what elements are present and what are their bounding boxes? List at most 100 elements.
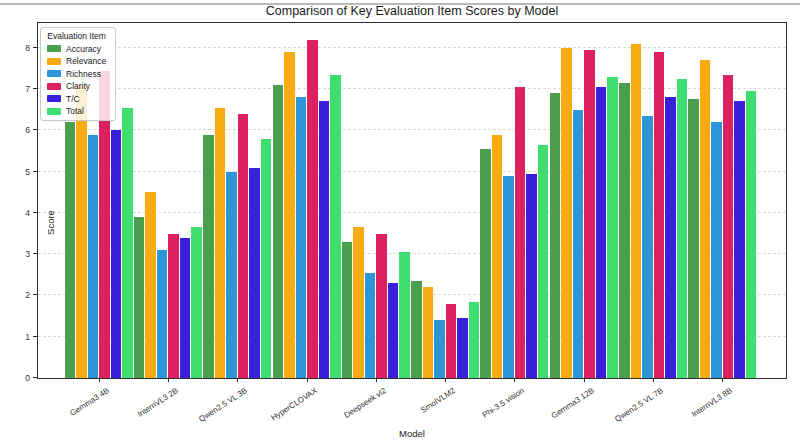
bar-richness	[573, 110, 584, 378]
bar-t-c	[180, 238, 191, 378]
x-tick-mark	[376, 379, 377, 382]
bar-t-c	[526, 174, 537, 378]
bar-accuracy	[550, 93, 561, 378]
legend-item-label: Relevance	[66, 56, 106, 66]
bar-accuracy	[203, 135, 214, 379]
legend-swatch	[47, 83, 61, 90]
x-tick-label: Qwen2.5 VL 7B	[613, 386, 665, 424]
bar-total	[538, 145, 549, 378]
legend-items: Accuracy Relevance Richness Clarity T/C Total	[47, 44, 106, 117]
bar-group	[618, 23, 687, 378]
x-tick-mark	[584, 379, 585, 382]
bar-accuracy	[411, 281, 422, 378]
legend-item: Accuracy	[47, 44, 106, 54]
bar-accuracy	[480, 149, 491, 378]
bar-relevance	[700, 60, 711, 378]
bar-clarity	[515, 87, 526, 378]
bar-clarity	[654, 52, 665, 378]
legend-swatch	[47, 45, 61, 52]
x-tick-label: Gemma3 4B	[68, 386, 111, 418]
legend-swatch	[47, 108, 61, 115]
bar-accuracy	[342, 242, 353, 378]
y-axis-label: Score	[45, 153, 56, 293]
bar-t-c	[596, 87, 607, 378]
y-tick-mark	[33, 88, 37, 89]
x-tick-mark	[237, 379, 238, 382]
bar-total	[677, 79, 688, 378]
y-tick-label: 7	[14, 84, 30, 94]
legend-swatch	[47, 95, 61, 102]
legend-swatch	[47, 58, 61, 65]
x-tick-label: InternVL3 2B	[136, 386, 180, 419]
x-tick-label: Gemma3 12B	[549, 386, 595, 420]
x-tick-mark	[653, 379, 654, 382]
bar-richness	[296, 97, 307, 378]
bar-total	[261, 139, 272, 378]
bar-relevance	[492, 135, 503, 379]
bar-clarity	[307, 40, 318, 378]
bar-total	[399, 252, 410, 378]
y-tick-mark	[33, 212, 37, 213]
y-tick-label: 2	[14, 290, 30, 300]
legend-item-label: Accuracy	[66, 44, 101, 54]
bar-total	[122, 108, 133, 378]
x-tick-label: SmolVLM2	[419, 386, 457, 415]
bar-relevance	[76, 85, 87, 378]
y-tick-mark	[33, 377, 37, 378]
y-tick-mark	[33, 47, 37, 48]
y-tick-mark	[33, 336, 37, 337]
legend-item-label: T/C	[66, 94, 80, 104]
bar-richness	[88, 135, 99, 379]
bar-richness	[226, 172, 237, 378]
bar-groups	[38, 23, 786, 378]
bar-clarity	[376, 234, 387, 378]
y-tick-label: 4	[14, 208, 30, 218]
bar-accuracy	[65, 122, 76, 378]
legend-item-label: Richness	[66, 69, 101, 79]
bar-group	[341, 23, 410, 378]
bar-relevance	[215, 108, 226, 378]
x-tick-mark	[722, 379, 723, 382]
y-tick-mark	[33, 171, 37, 172]
legend-item-label: Clarity	[66, 81, 90, 91]
bar-clarity	[446, 304, 457, 378]
bar-t-c	[388, 283, 399, 378]
bar-richness	[503, 176, 514, 378]
y-tick-mark	[33, 294, 37, 295]
legend-item-label: Total	[66, 106, 84, 116]
x-axis-label: Model	[37, 428, 787, 439]
bar-relevance	[353, 227, 364, 378]
x-tick-mark	[307, 379, 308, 382]
bar-total	[191, 227, 202, 378]
figure: Comparison of Key Evaluation Item Scores…	[0, 0, 800, 448]
bar-clarity	[723, 75, 734, 378]
bar-t-c	[734, 101, 745, 378]
bar-relevance	[561, 48, 572, 378]
legend-title: Evaluation Item	[47, 31, 106, 41]
bar-accuracy	[619, 83, 630, 378]
plot-area: 012345678 Gemma3 4BInternVL3 2BQwen2.5 V…	[37, 22, 787, 379]
x-tick-label: Deepseek vl2	[342, 386, 388, 420]
bar-total	[469, 302, 480, 378]
legend-item: Relevance	[47, 56, 106, 66]
x-tick-label: InternVL3 8B	[690, 386, 734, 419]
bar-t-c	[111, 130, 122, 378]
bar-relevance	[423, 287, 434, 378]
x-tick-mark	[445, 379, 446, 382]
bar-total	[607, 77, 618, 378]
x-tick-mark	[168, 379, 169, 382]
bar-clarity	[584, 50, 595, 378]
bar-group	[688, 23, 757, 378]
bar-relevance	[631, 44, 642, 378]
legend-item: Total	[47, 106, 106, 116]
bar-accuracy	[273, 85, 284, 378]
bar-accuracy	[688, 99, 699, 378]
bar-richness	[434, 320, 445, 378]
bar-clarity	[168, 234, 179, 378]
bar-clarity	[238, 114, 249, 378]
bar-group	[133, 23, 202, 378]
y-tick-label: 8	[14, 43, 30, 53]
bar-total	[330, 75, 341, 378]
y-tick-label: 6	[14, 125, 30, 135]
legend-item: T/C	[47, 94, 106, 104]
